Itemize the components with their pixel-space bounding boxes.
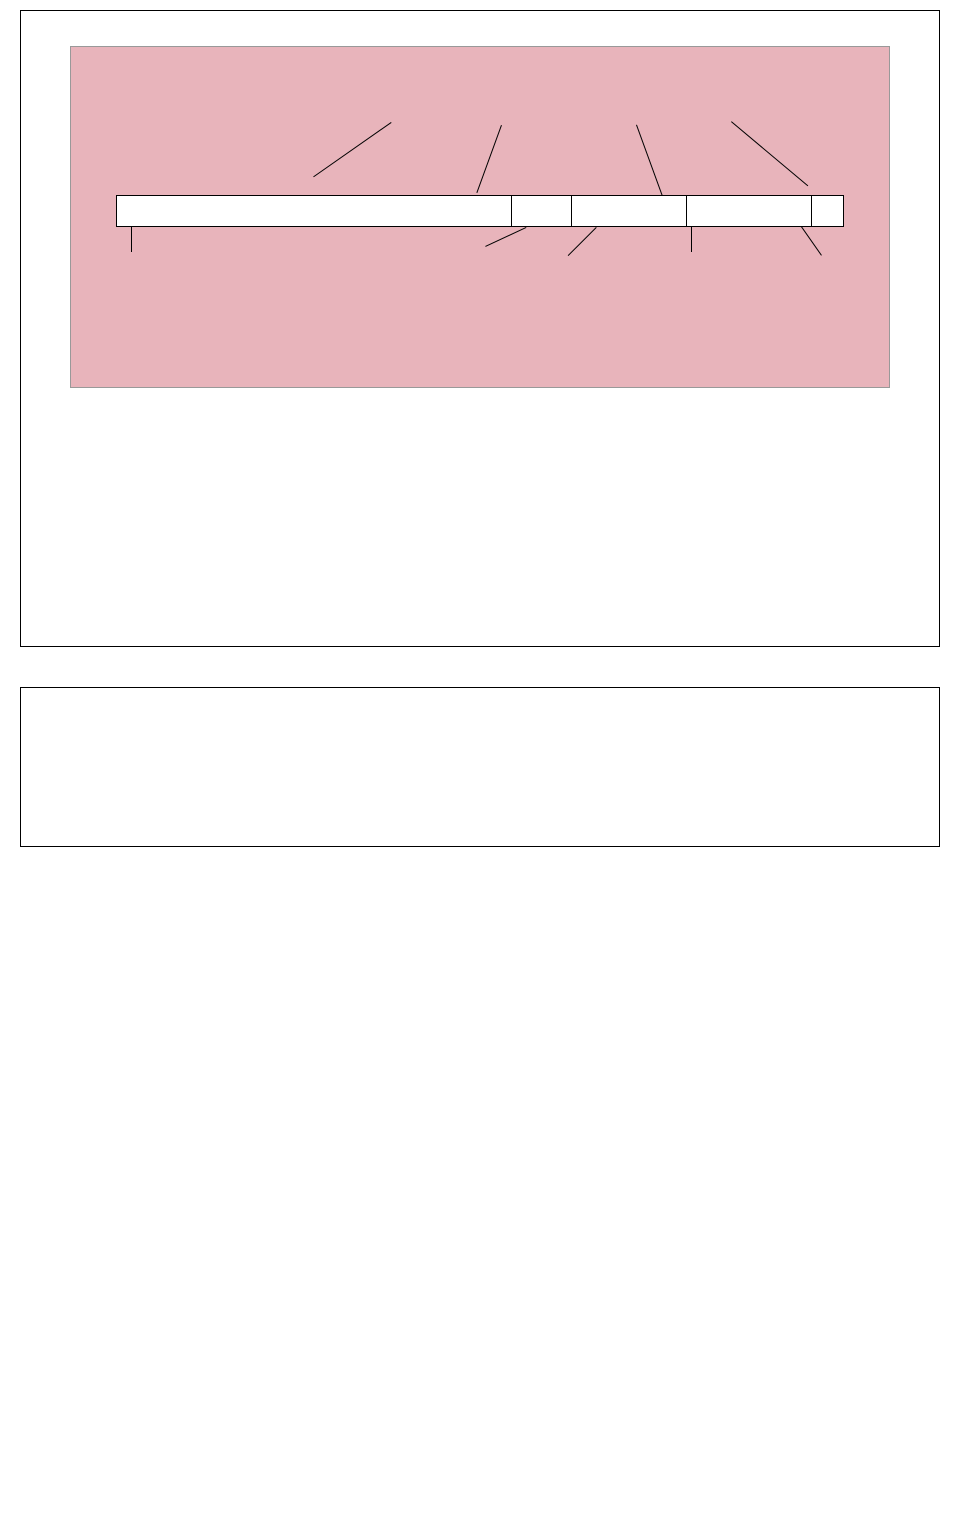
timeline-bar [116, 195, 844, 227]
connector-line [691, 227, 692, 252]
left-column [41, 721, 599, 776]
slide-1 [20, 10, 940, 647]
toc-column [619, 721, 919, 776]
timeline-figure [70, 46, 890, 388]
connector-line [485, 227, 526, 247]
slide-2 [20, 687, 940, 847]
bar-segment [811, 195, 844, 227]
bar-segment [571, 195, 686, 227]
bar-segment [511, 195, 571, 227]
date-row [71, 169, 889, 191]
figure-background [70, 46, 890, 388]
bar-segment [686, 195, 811, 227]
labels-row [71, 252, 889, 382]
connector-line [131, 227, 132, 252]
bar-segment [116, 195, 511, 227]
